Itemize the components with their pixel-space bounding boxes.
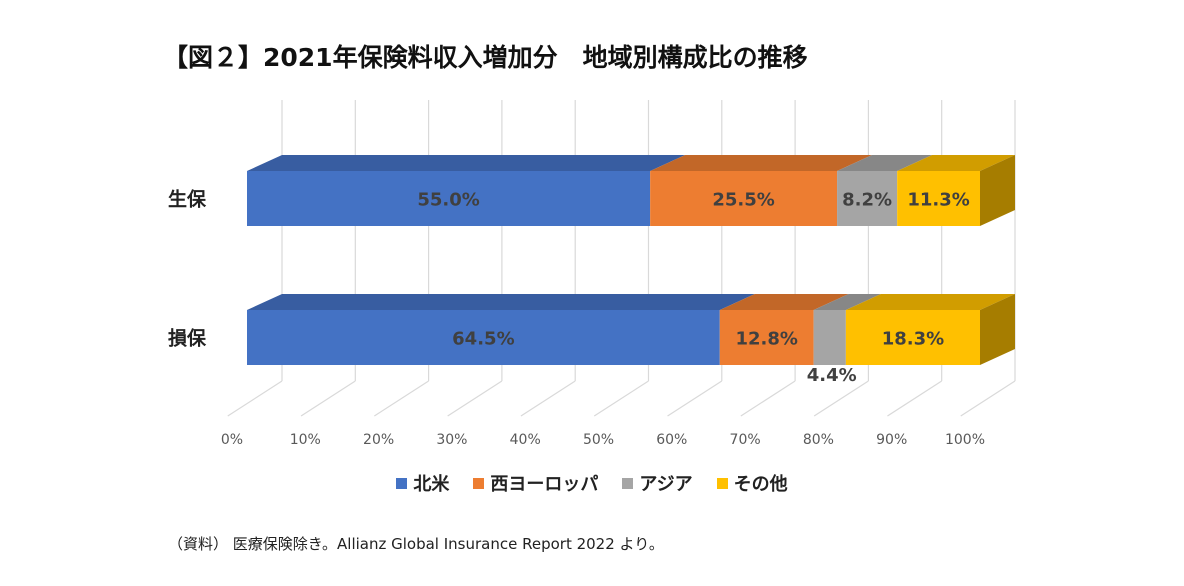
legend-label: 西ヨーロッパ (490, 474, 599, 495)
bar-top (247, 294, 755, 310)
x-tick-label: 80% (803, 432, 834, 448)
gridline-floor (374, 380, 429, 417)
bar-segment (897, 171, 980, 226)
data-label: 64.5% (452, 329, 514, 350)
x-tick-label: 20% (363, 432, 394, 448)
bar-side (980, 294, 1015, 365)
x-tick-label: 0% (221, 432, 243, 448)
gridline-floor (447, 380, 503, 417)
bar-top (897, 155, 1015, 171)
legend-swatch (716, 477, 728, 489)
bar-side (980, 155, 1015, 226)
legend-item: 北米 (396, 470, 449, 496)
gridline-floor (740, 380, 796, 417)
bar-top (813, 294, 881, 310)
x-tick-label: 70% (730, 432, 761, 448)
legend-item: アジア (622, 470, 693, 496)
gridline-floor (520, 380, 576, 417)
bar-segment (845, 310, 980, 365)
bar-top (845, 294, 1015, 310)
x-tick-label: 60% (656, 432, 687, 448)
bar-segment (837, 171, 898, 226)
data-label: 8.2% (842, 190, 892, 211)
gridline-floor (887, 380, 943, 417)
legend-item: 西ヨーロッパ (473, 470, 598, 496)
data-label: 18.3% (882, 329, 944, 350)
bar-segment (247, 171, 651, 226)
gridline-floor (813, 380, 869, 417)
data-label: 12.8% (735, 329, 797, 350)
bar-segment (813, 310, 846, 365)
data-label: 25.5% (712, 190, 774, 211)
legend-swatch (473, 477, 485, 489)
legend-item: その他 (716, 470, 788, 496)
x-tick-label: 90% (876, 432, 907, 448)
bar-segment (247, 310, 720, 365)
data-label: 11.3% (907, 190, 969, 211)
x-tick-label: 30% (436, 432, 467, 448)
gridline-floor (593, 380, 649, 417)
legend-swatch (622, 477, 634, 489)
source-note: （資料） 医療保険除き。Allianz Global Insurance Rep… (168, 535, 664, 553)
bar-top (247, 155, 686, 171)
bar-top (719, 294, 849, 310)
gridline-floor (300, 380, 356, 417)
bar-segment (650, 171, 838, 226)
x-tick-label: 40% (510, 432, 541, 448)
legend-swatch (396, 477, 408, 489)
legend-label: 北米 (413, 474, 450, 495)
category-label: 損保 (168, 327, 207, 350)
legend-label: アジア (639, 474, 693, 495)
data-label: 55.0% (417, 190, 479, 211)
x-tick-label: 50% (583, 432, 614, 448)
bar-top (650, 155, 873, 171)
gridline-floor (667, 380, 723, 417)
bar-segment (719, 310, 814, 365)
bar-top (837, 155, 933, 171)
chart-title: 【図２】2021年保険料収入増加分 地域別構成比の推移 (163, 43, 808, 72)
gridline-floor (227, 380, 283, 417)
gridline-floor (960, 380, 1016, 417)
category-label: 生保 (168, 188, 207, 211)
data-label: 4.4% (807, 365, 857, 386)
legend-label: その他 (733, 474, 788, 495)
chart-legend: 北米 西ヨーロッパ アジア その他 (0, 470, 1184, 496)
x-tick-label: 10% (290, 432, 321, 448)
x-tick-label: 100% (945, 432, 985, 448)
